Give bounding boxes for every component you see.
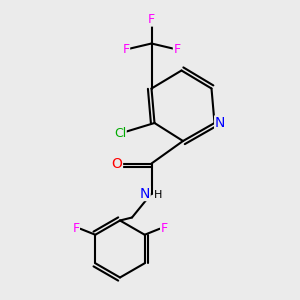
Text: F: F [173, 43, 181, 56]
Text: Cl: Cl [114, 127, 126, 140]
Text: F: F [122, 43, 130, 56]
Text: H: H [154, 190, 162, 200]
Text: F: F [160, 222, 168, 235]
Text: F: F [72, 222, 80, 235]
Text: F: F [148, 13, 155, 26]
Text: N: N [140, 187, 150, 200]
Text: O: O [112, 157, 122, 170]
Text: N: N [215, 116, 225, 130]
